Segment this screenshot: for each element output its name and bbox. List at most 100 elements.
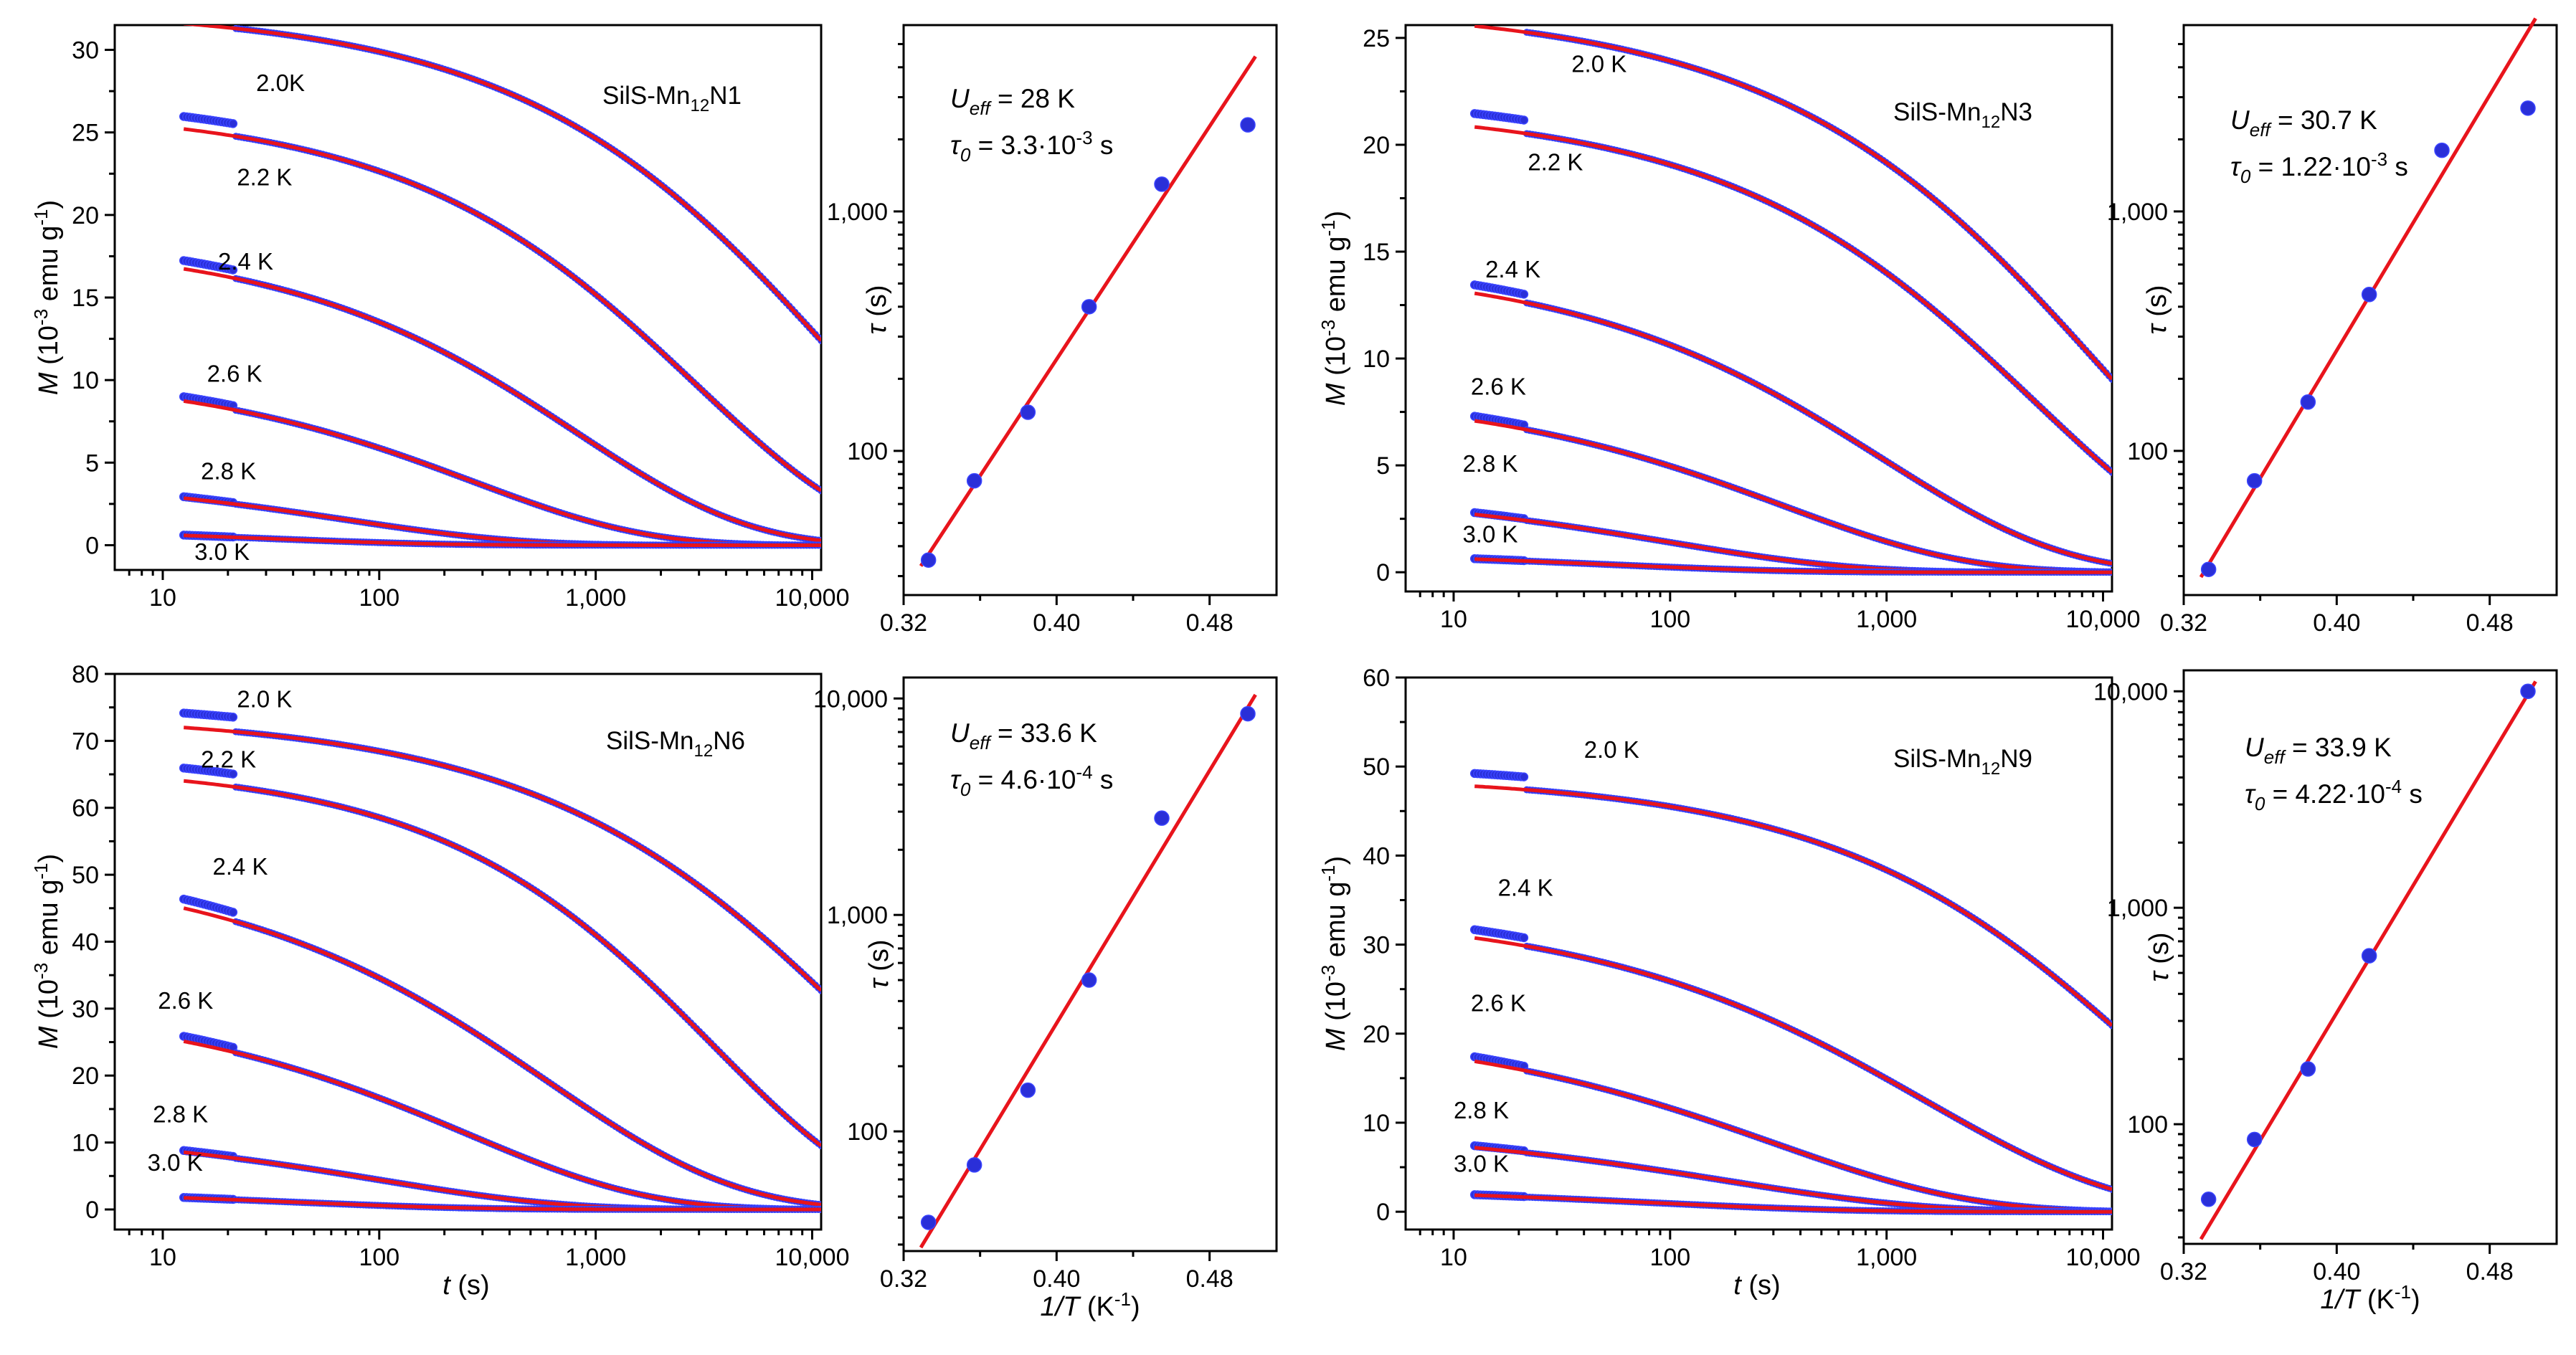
data-point [1520, 11, 1528, 19]
data-point [1485, 7, 1493, 15]
x-axis-label: t (s) [442, 1270, 489, 1301]
ueff-annotation: Ueff = 30.7 K [2230, 105, 2377, 141]
data-point [1474, 6, 1482, 14]
y-tick-label: 30 [72, 37, 99, 65]
y-tick-label: 20 [72, 202, 99, 229]
y-tick-label: 25 [72, 120, 99, 147]
tau0-annotation: τ0 = 3.3·10-3 s [950, 127, 1113, 166]
x-tick-label: 10,000 [775, 1244, 850, 1271]
data-point [223, 8, 231, 16]
relaxation-curves [179, 5, 821, 549]
y-tick-label: 100 [847, 1118, 888, 1146]
temperature-label: 2.0 K [237, 686, 292, 713]
series-2_2K [1469, 109, 2112, 476]
x-tick-label: 0.32 [880, 609, 927, 637]
y-tick-label: 0 [1376, 559, 1390, 586]
temperature-label: 2.0K [256, 70, 305, 96]
data-point [1240, 117, 1256, 133]
data-point [2246, 472, 2263, 489]
x-tick-label: 10 [149, 1244, 176, 1271]
y-axis-label: M (10-3 emu g-1) [1317, 211, 1351, 406]
series-2_0K [183, 5, 821, 345]
relaxation-curves [1469, 769, 2112, 1216]
y-tick-label: 40 [72, 928, 99, 956]
data-point [220, 8, 228, 16]
data-point [228, 908, 238, 917]
y-tick-label: 50 [72, 862, 99, 889]
x-tick-label: 10,000 [2066, 606, 2141, 633]
series-3_0K [179, 531, 821, 549]
data-point [200, 6, 208, 14]
y-tick-label: 70 [72, 728, 99, 755]
y-tick-label: 80 [72, 661, 99, 688]
data-point [1519, 772, 1529, 781]
data-point [1497, 9, 1505, 16]
x-tick-label: 0.48 [1186, 609, 1233, 637]
fit-line [183, 127, 821, 493]
temperature-label: 2.4 K [1485, 256, 1540, 282]
y-tick-label: 10 [72, 1130, 99, 1157]
ueff-annotation: Ueff = 33.6 K [950, 718, 1097, 753]
x-tick-label: 0.32 [880, 1265, 927, 1293]
temperature-label: 2.6 K [158, 987, 213, 1014]
y-tick-label: 0 [85, 532, 99, 559]
x-axis-label: 1/T (K-1) [1040, 1288, 1140, 1322]
y-axis-label: M (10-3 emu g-1) [30, 200, 64, 395]
data-point [1154, 810, 1170, 826]
data-point [966, 1157, 982, 1173]
x-tick-label: 0.48 [2466, 609, 2514, 637]
y-axis-label: τ (s) [2142, 285, 2172, 334]
fit-line [1474, 557, 2112, 574]
data-point [2200, 561, 2217, 577]
x-tick-label: 10 [1440, 606, 1467, 633]
data-point [2361, 286, 2377, 303]
x-tick-label: 1,000 [565, 1244, 626, 1271]
data-point [1154, 176, 1170, 192]
data-point [191, 5, 199, 13]
temperature-label: 2.2 K [1528, 149, 1583, 176]
y-axis-label: τ (s) [864, 939, 894, 989]
data-point [1511, 11, 1519, 19]
data-point [1081, 299, 1097, 315]
temperature-label: 2.8 K [201, 457, 256, 484]
relaxation-curves [179, 708, 821, 1213]
temperature-label: 2.4 K [218, 248, 273, 275]
tau0-annotation: τ0 = 1.22·10-3 s [2230, 148, 2408, 187]
data-point [1491, 8, 1499, 16]
y-tick-label: 15 [72, 285, 99, 312]
data-point [1514, 11, 1522, 19]
sample-label: SilS-Mn12N3 [1893, 98, 2032, 132]
data-point [214, 7, 222, 15]
data-point [1519, 115, 1529, 125]
series-2_2K [179, 764, 821, 1149]
data-point [1081, 972, 1097, 988]
data-point [1240, 705, 1256, 722]
series-3_0K [1469, 554, 2112, 576]
y-tick-label: 10 [1363, 346, 1390, 373]
data-point [1488, 8, 1496, 16]
temperature-label: 3.0 K [194, 538, 250, 565]
y-tick-label: 30 [72, 996, 99, 1023]
y-tick-label: 10,000 [813, 685, 888, 713]
data-point [203, 6, 211, 14]
y-tick-label: 5 [1376, 452, 1390, 480]
data-point [197, 6, 205, 14]
series-2_4K [179, 256, 821, 544]
fit-line [183, 267, 821, 543]
temperature-label: 2.6 K [207, 360, 262, 386]
y-tick-label: 20 [1363, 132, 1390, 159]
temperature-label: 3.0 K [148, 1149, 203, 1176]
data-point [1519, 290, 1529, 299]
x-tick-label: 0.32 [2160, 609, 2207, 637]
fit-line [183, 779, 821, 1147]
data-point [206, 6, 214, 14]
plot-frame [113, 672, 823, 1231]
y-tick-label: 100 [847, 438, 888, 465]
temperature-label: 2.4 K [213, 853, 268, 880]
data-point [920, 552, 937, 568]
